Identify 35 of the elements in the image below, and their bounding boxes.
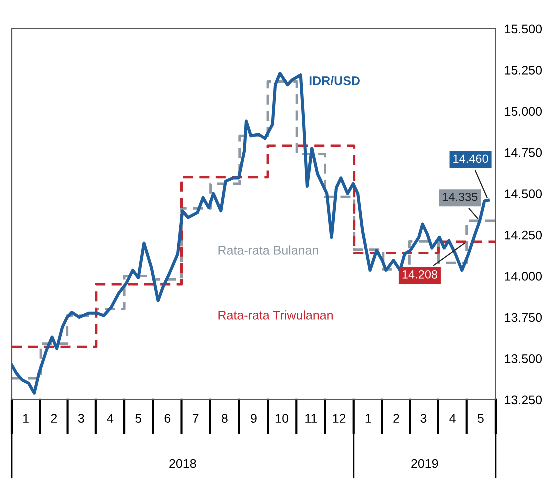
x-tick-label: 1 xyxy=(366,414,372,423)
x-tick-label: 1 xyxy=(24,414,29,423)
x-tick-label: 12 xyxy=(333,414,346,423)
y-tick-label: 13.750 xyxy=(505,313,542,322)
x-tick-label: 4 xyxy=(107,414,114,423)
annotation: 14.208 xyxy=(402,270,438,279)
x-tick-label: 7 xyxy=(192,414,199,423)
y-tick-label: 15.500 xyxy=(505,24,542,34)
x-tick-label: 11 xyxy=(306,414,318,423)
y-tick-label: 15.000 xyxy=(505,107,542,116)
y-tick-label: 14.000 xyxy=(505,272,542,281)
text: 2019 xyxy=(412,459,438,468)
annotation: 14.460 xyxy=(454,154,488,164)
y-tick-label: 14.250 xyxy=(505,230,542,240)
text: Rata-rata Triwulanan xyxy=(218,310,333,320)
y-tick-label: 13.500 xyxy=(505,354,542,364)
x-tick-label: 2 xyxy=(394,414,400,423)
x-tick-label: 3 xyxy=(420,414,427,423)
x-tick-label: 3 xyxy=(78,414,84,423)
x-tick-label: 5 xyxy=(478,414,484,423)
y-tick-label: 15.250 xyxy=(505,66,542,75)
y-tick-label: 13.250 xyxy=(505,396,542,405)
x-tick-label: 2 xyxy=(51,414,58,423)
x-tick-label: 8 xyxy=(222,414,228,423)
y-tick-label: 14.750 xyxy=(505,148,542,158)
x-tick-label: 5 xyxy=(136,414,142,423)
text: Rata-rata Bulanan xyxy=(218,246,318,255)
annotation: 14.335 xyxy=(442,192,478,202)
text: 2018 xyxy=(170,459,196,468)
x-tick-label: 10 xyxy=(276,414,289,423)
x-tick-label: 9 xyxy=(251,414,257,423)
y-tick-label: 14.500 xyxy=(505,190,542,198)
x-tick-label: 6 xyxy=(164,414,171,423)
series-label: IDR/USD xyxy=(310,76,360,86)
x-tick-label: 4 xyxy=(450,414,456,423)
